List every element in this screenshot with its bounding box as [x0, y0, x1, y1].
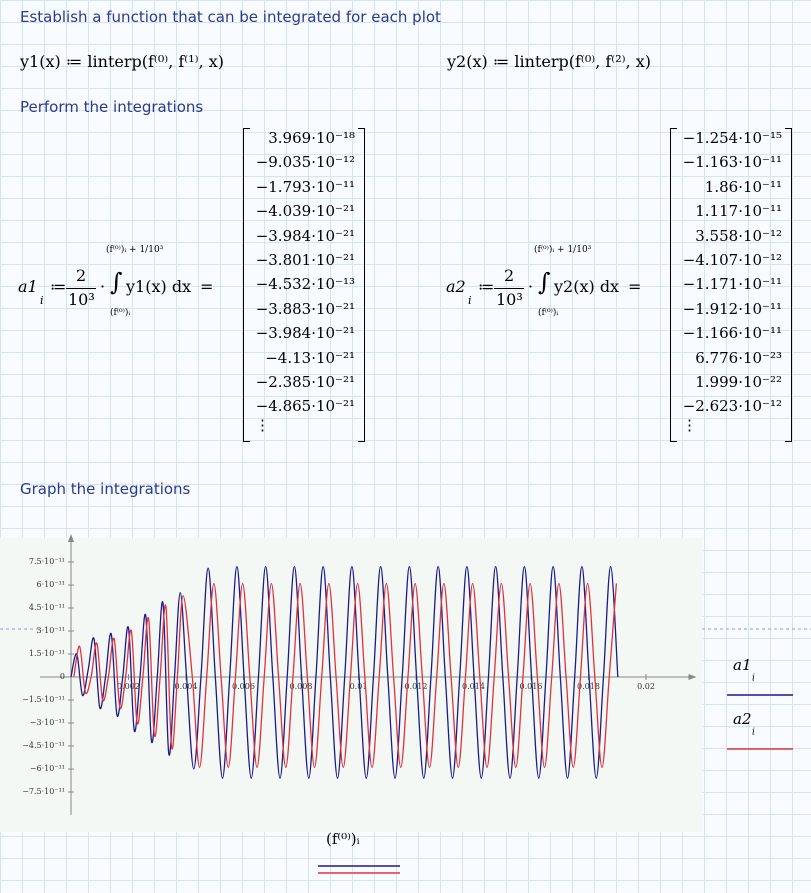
- x-tick-label: 0.01: [350, 682, 368, 691]
- y-tick-label: 3·10⁻¹¹: [37, 626, 65, 635]
- legend-index: i: [752, 728, 755, 738]
- y-tick-label: −4.5·10⁻¹¹: [22, 741, 65, 750]
- bracket: [358, 128, 365, 442]
- lower-limit: (f⁽⁰⁾)ᵢ: [110, 308, 131, 318]
- result-vector: 3.969·10⁻¹⁸ −9.035·10⁻¹² −1.793·10⁻¹¹ −4.03…: [243, 128, 365, 442]
- result-value: −4.13·10⁻²¹: [265, 348, 355, 367]
- operator: ·: [528, 277, 534, 296]
- x-tick-label: 0.008: [290, 682, 313, 691]
- axis-arrow: [688, 674, 697, 680]
- legend-label: a1: [733, 656, 752, 674]
- result-value: −1.254·10⁻¹⁵: [682, 129, 782, 147]
- y-tick-label: −3·10⁻¹¹: [30, 718, 65, 727]
- series-line: [73, 582, 618, 769]
- bracket: [670, 128, 677, 442]
- result-value: −9.035·10⁻¹²: [255, 153, 355, 172]
- integral-equation: a2 i ≔ 2 10³ · ∫ (f⁽⁰⁾)ᵢ + 1/10³ (f⁽⁰⁾)ᵢ y2(x) dx…: [446, 230, 676, 340]
- integral-equation: a1 i ≔ 2 10³ · ∫ (f⁽⁰⁾)ᵢ + 1/10³ (f⁽⁰⁾)ᵢ y1(x) dx…: [18, 230, 248, 340]
- upper-limit: (f⁽⁰⁾)ᵢ + 1/10³: [106, 245, 164, 255]
- equals: =: [628, 277, 642, 296]
- denominator: 10³: [496, 290, 523, 309]
- result-value: −2.623·10⁻¹²: [682, 397, 782, 416]
- assign: ≔: [478, 277, 495, 296]
- integrand: y2(x) dx: [554, 277, 620, 296]
- bracket: [785, 128, 792, 442]
- y-tick-label: −7.5·10⁻¹¹: [22, 787, 65, 796]
- result-value: −4.865·10⁻²¹: [255, 397, 355, 416]
- y-tick-label: 7.5·10⁻¹¹: [29, 557, 65, 566]
- result-value: −1.163·10⁻¹¹: [682, 153, 782, 172]
- heading: Perform the integrations: [20, 98, 204, 116]
- definition: y2(x) ≔ linterp(f⁽⁰⁾, f⁽²⁾, x): [447, 52, 651, 71]
- result-value: 6.776·10⁻²³: [695, 348, 782, 367]
- equals: =: [200, 277, 214, 296]
- lower-limit: (f⁽⁰⁾)ᵢ: [538, 308, 559, 318]
- y-tick-label: 4.5·10⁻¹¹: [29, 603, 65, 612]
- y-tick-label: 6·10⁻¹¹: [37, 580, 65, 589]
- result-vector: −1.254·10⁻¹⁵ −1.163·10⁻¹¹ 1.86·10⁻¹¹ 1.117·…: [670, 128, 792, 442]
- heading: Establish a function that can be integra…: [20, 8, 441, 26]
- x-tick-label: 0.018: [577, 682, 600, 691]
- denominator: 10³: [68, 290, 95, 309]
- integrand: y1(x) dx: [126, 277, 192, 296]
- result-value: 1.86·10⁻¹¹: [704, 177, 782, 196]
- result-value: −3.883·10⁻²¹: [255, 299, 355, 318]
- result-value: −3.984·10⁻²¹: [255, 324, 355, 343]
- integral: ∫: [538, 268, 551, 296]
- y-tick-label: −6·10⁻¹¹: [30, 764, 65, 773]
- series-line: [70, 565, 619, 779]
- y-tick-label: 1.5·10⁻¹¹: [29, 649, 65, 658]
- x-tick-label: 0.004: [175, 682, 198, 691]
- result-value: −3.801·10⁻²¹: [255, 251, 355, 269]
- x-tick-label: 0.016: [520, 682, 543, 691]
- upper-limit: (f⁽⁰⁾)ᵢ + 1/10³: [534, 245, 592, 255]
- result-value: 3.558·10⁻¹²: [695, 226, 782, 245]
- variable: a2: [446, 277, 466, 296]
- result-value: 1.117·10⁻¹¹: [695, 202, 782, 221]
- result-value: −1.793·10⁻¹¹: [255, 177, 355, 196]
- definition: y1(x) ≔ linterp(f⁽⁰⁾, f⁽¹⁾, x): [20, 52, 224, 71]
- numerator: 2: [76, 266, 87, 285]
- result-value: −1.166·10⁻¹¹: [682, 324, 782, 343]
- legend-index: i: [752, 674, 755, 684]
- y-tick-label: −1.5·10⁻¹¹: [22, 695, 65, 704]
- fraction-bar: [66, 288, 96, 289]
- x-tick-label: 0.02: [637, 682, 655, 691]
- axis-arrow: [68, 534, 74, 542]
- result-value: −2.385·10⁻²¹: [255, 373, 355, 391]
- legend-label: a2: [733, 710, 752, 728]
- result-value: −4.532·10⁻¹³: [255, 275, 355, 294]
- x-axis-label: (f⁽⁰⁾)ᵢ: [326, 830, 360, 848]
- result-value: −1.912·10⁻¹¹: [682, 299, 782, 318]
- y-tick-label: 0: [60, 672, 65, 681]
- index: i: [40, 294, 44, 307]
- numerator: 2: [504, 266, 515, 285]
- x-tick-label: 0.006: [232, 682, 255, 691]
- ellipsis: ⋮: [682, 415, 697, 434]
- result-value: −1.171·10⁻¹¹: [682, 275, 782, 294]
- assign: ≔: [50, 277, 67, 296]
- result-value: −4.039·10⁻²¹: [255, 202, 355, 221]
- plot-background: [0, 538, 702, 832]
- x-tick-label: 0.002: [117, 682, 140, 691]
- variable: a1: [18, 277, 38, 296]
- result-value: −3.984·10⁻²¹: [255, 226, 355, 245]
- bracket: [243, 128, 250, 442]
- x-tick-label: 0.012: [405, 682, 428, 691]
- ellipsis: ⋮: [255, 415, 270, 434]
- fraction-bar: [494, 288, 524, 289]
- integral: ∫: [110, 268, 123, 296]
- heading: Graph the integrations: [20, 480, 191, 498]
- result-value: −4.107·10⁻¹²: [682, 251, 782, 269]
- index: i: [468, 294, 472, 307]
- x-tick-label: 0.014: [462, 682, 485, 691]
- result-value: 3.969·10⁻¹⁸: [268, 129, 355, 147]
- operator: ·: [100, 277, 106, 296]
- result-value: 1.999·10⁻²²: [695, 373, 782, 391]
